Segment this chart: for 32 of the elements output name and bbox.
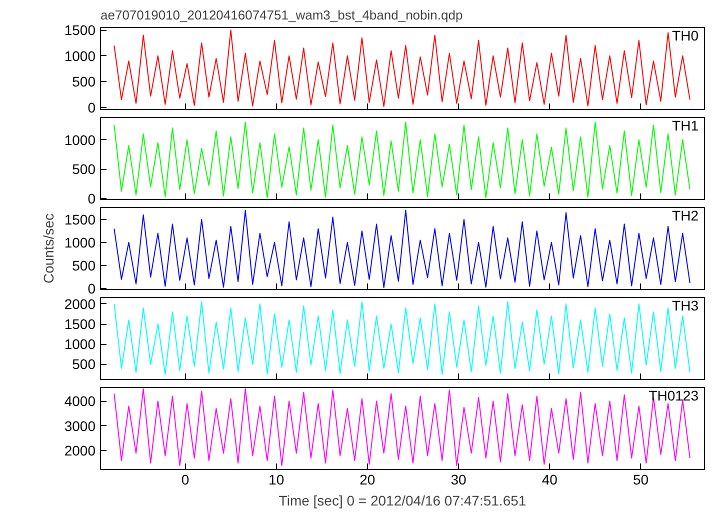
y-tick-label: 500 xyxy=(72,74,96,90)
y-tick-label: 0 xyxy=(88,280,96,297)
y-tick-label: 1500 xyxy=(64,211,96,228)
y-tick-label: 2000 xyxy=(64,442,96,459)
y-tick-label: 1000 xyxy=(64,234,96,251)
y-tick-label: 1000 xyxy=(64,336,96,352)
y-tick-label: 1000 xyxy=(64,132,96,148)
y-tick-label: 4000 xyxy=(64,393,96,410)
y-tick-label: 2000 xyxy=(64,296,96,312)
y-tick-label: 1000 xyxy=(64,48,96,64)
chart-title: ae707019010_20120416074751_wam3_bst_4band_nobin.qdp xyxy=(100,8,463,22)
y-tick-label: 1500 xyxy=(64,316,96,332)
series-label: TH0 xyxy=(672,28,699,44)
x-tick-label: 30 xyxy=(450,472,467,488)
y-tick-label: 500 xyxy=(72,356,96,372)
y-tick-label: 500 xyxy=(72,258,96,274)
series-label: TH0123 xyxy=(648,388,699,404)
y-tick-label: 1500 xyxy=(64,22,96,38)
series-label: TH2 xyxy=(672,208,699,224)
y-tick-label: 3000 xyxy=(64,418,96,434)
y-axis-title: Counts/sec xyxy=(40,213,56,284)
x-tick-label: 10 xyxy=(268,472,284,488)
x-tick-label: 40 xyxy=(542,472,558,488)
x-tick-label: 0 xyxy=(181,472,190,488)
series-label: TH3 xyxy=(672,298,699,314)
x-axis-title: Time [sec] 0 = 2012/04/16 07:47:51.651 xyxy=(278,492,526,508)
y-tick-label: 0 xyxy=(88,190,96,206)
y-tick-label: 0 xyxy=(88,99,96,116)
y-tick-label: 500 xyxy=(72,161,96,178)
x-tick-label: 50 xyxy=(632,472,649,488)
x-tick-label: 20 xyxy=(360,472,376,488)
series-label: TH1 xyxy=(672,118,699,134)
